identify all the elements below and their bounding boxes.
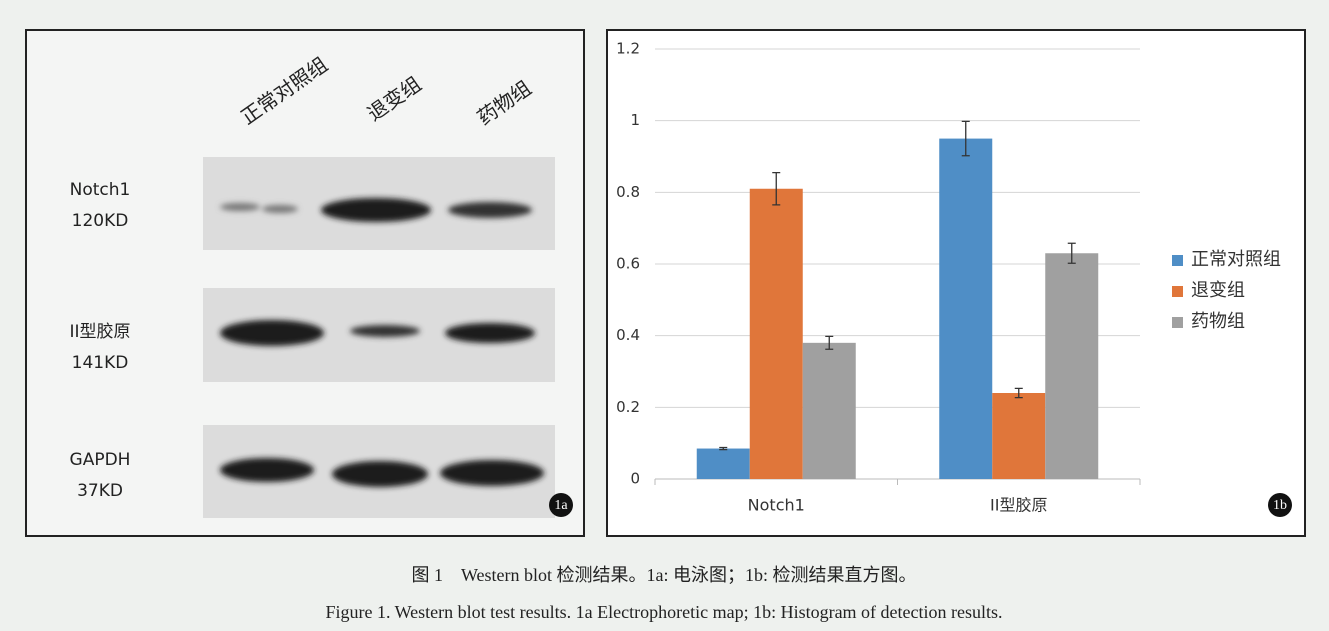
row-name: II型胶原 — [69, 322, 130, 342]
y-tick-label: 0 — [630, 470, 640, 488]
bar — [1045, 253, 1098, 479]
row-size: 120KD — [72, 211, 129, 231]
y-tick-label: 0.8 — [616, 183, 640, 201]
y-tick-label: 0.4 — [616, 326, 640, 344]
legend-swatch — [1172, 317, 1183, 328]
y-tick-label: 1 — [630, 111, 640, 129]
panel-tag: 1a — [554, 498, 568, 513]
x-tick-label: II型胶原 — [990, 496, 1047, 515]
caption-zh: 图 1 Western blot 检测结果。1a: 电泳图；1b: 检测结果直方… — [411, 565, 916, 585]
x-tick-label: Notch1 — [748, 496, 805, 515]
y-tick-label: 0.2 — [616, 398, 640, 416]
legend-swatch — [1172, 255, 1183, 266]
figure: 图 1 Western blot 检测结果。1a: 电泳图；1b: 检测结果直方… — [0, 0, 1329, 631]
row-name: GAPDH — [70, 450, 131, 470]
panel-tag: 1b — [1273, 498, 1287, 513]
blot-bands — [203, 157, 555, 518]
row-name: Notch1 — [70, 180, 131, 200]
bar — [992, 393, 1045, 479]
legend-swatch — [1172, 286, 1183, 297]
legend-label: 正常对照组 — [1191, 249, 1281, 270]
legend-label: 药物组 — [1191, 311, 1245, 332]
bar — [697, 449, 750, 479]
bar — [803, 343, 856, 479]
bar — [939, 139, 992, 479]
y-tick-label: 1.2 — [616, 40, 640, 58]
bar — [750, 189, 803, 479]
row-size: 141KD — [72, 353, 129, 373]
row-size: 37KD — [77, 481, 123, 501]
legend-label: 退变组 — [1191, 280, 1245, 301]
caption-en: Figure 1. Western blot test results. 1a … — [325, 602, 1002, 622]
y-tick-label: 0.6 — [616, 255, 640, 273]
